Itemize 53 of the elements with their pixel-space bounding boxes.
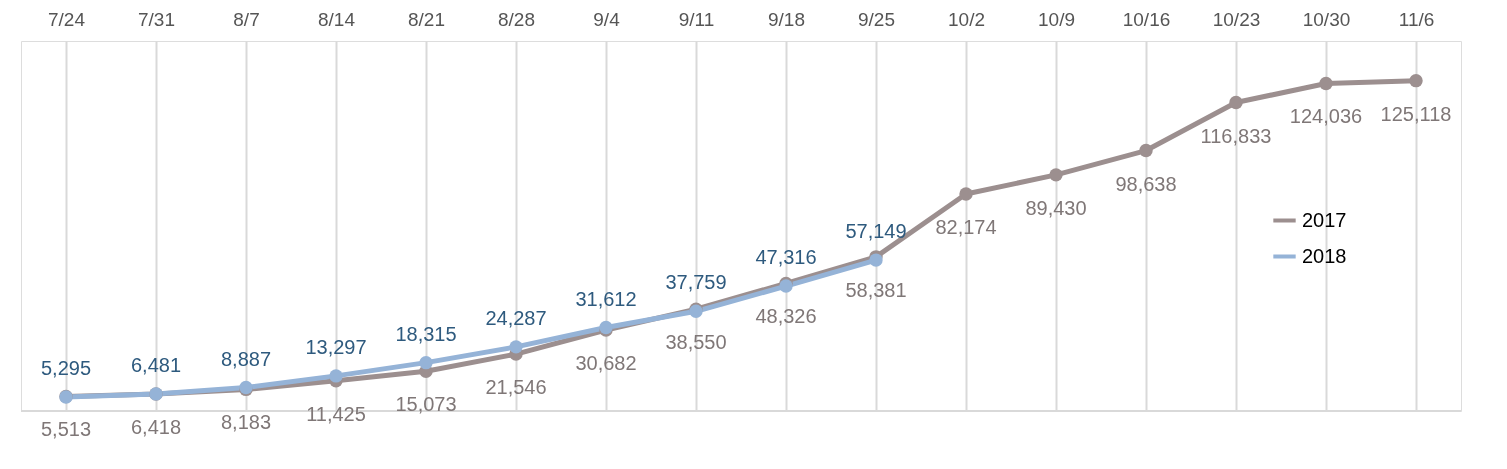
data-label: 37,759: [665, 271, 727, 294]
point: [1229, 95, 1243, 110]
data-label: 82,174: [935, 216, 997, 239]
data-label: 89,430: [1025, 196, 1087, 219]
data-label: 38,550: [665, 331, 727, 354]
point: [959, 187, 973, 201]
data-label: 6,418: [130, 416, 182, 439]
x-tick-label: 10/30: [1302, 8, 1351, 30]
x-tick-label: 7/31: [138, 8, 175, 30]
data-label: 30,682: [575, 351, 637, 374]
x-tick-label: 11/6: [1398, 8, 1435, 30]
x-tick-label: 8/14: [318, 8, 356, 30]
x-tick-label: 9/4: [593, 8, 621, 30]
point: [329, 369, 343, 383]
data-label: 15,073: [395, 393, 457, 416]
data-label: 124,036: [1289, 105, 1363, 128]
x-tick-label: 8/7: [233, 8, 260, 30]
data-label: 116,833: [1200, 124, 1272, 147]
x-tick-label: 7/24: [48, 8, 86, 30]
data-label: 125,118: [1380, 102, 1452, 125]
data-label: 57,149: [845, 220, 907, 243]
x-tick-label: 8/21: [408, 8, 445, 30]
x-tick-label: 8/28: [498, 8, 535, 30]
legend-label: 2017: [1302, 208, 1347, 231]
data-label: 6,481: [130, 353, 182, 376]
data-label: 18,315: [395, 322, 457, 345]
point: [1319, 76, 1333, 91]
data-label: 58,381: [845, 278, 907, 301]
data-label: 98,638: [1115, 172, 1177, 195]
data-label: 31,612: [575, 287, 637, 310]
x-tick-label: 9/18: [768, 8, 805, 30]
x-tick-label: 10/2: [948, 8, 985, 30]
data-label: 13,297: [305, 335, 367, 358]
x-tick-label: 10/23: [1212, 8, 1261, 30]
x-tick-label: 10/16: [1122, 8, 1171, 30]
data-label: 5,295: [40, 357, 92, 380]
point: [1409, 73, 1423, 88]
data-label: 11,425: [306, 402, 366, 425]
x-tick-label: 10/9: [1038, 8, 1075, 30]
point: [1049, 168, 1063, 182]
legend-label: 2018: [1302, 244, 1347, 267]
x-tick-label: 9/11: [678, 8, 715, 30]
point: [1139, 143, 1153, 158]
data-label: 5,513: [40, 418, 92, 441]
point: [509, 340, 523, 354]
data-label: 47,316: [755, 246, 817, 269]
point: [419, 355, 433, 370]
data-label: 8,887: [220, 347, 272, 370]
x-tick-label: 9/25: [858, 8, 895, 30]
data-label: 21,546: [485, 376, 547, 399]
data-label: 8,183: [220, 411, 272, 434]
data-label: 48,326: [755, 305, 817, 328]
data-label: 24,287: [485, 306, 547, 329]
